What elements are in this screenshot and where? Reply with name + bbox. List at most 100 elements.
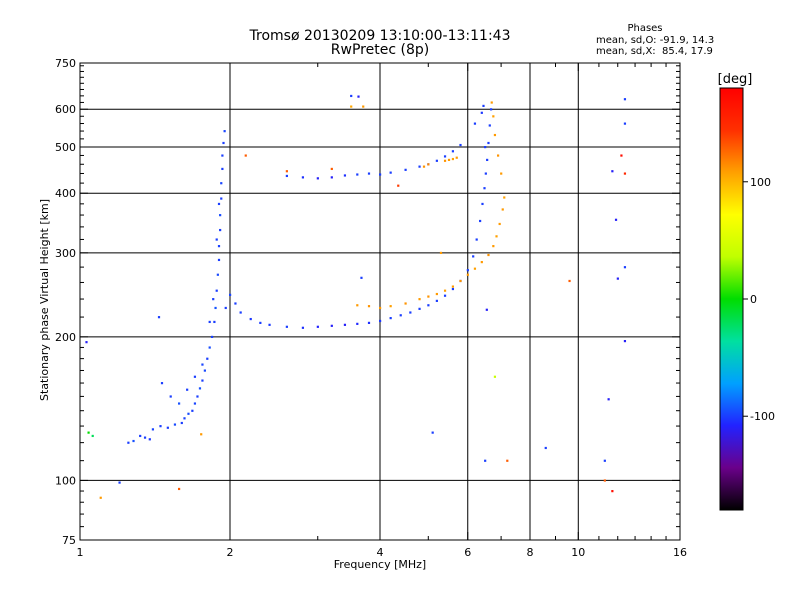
data-point [166, 426, 169, 429]
data-point [99, 496, 102, 499]
data-point [330, 176, 333, 179]
data-point [466, 269, 469, 272]
data-point [216, 273, 219, 276]
data-point [409, 311, 412, 314]
data-point [389, 317, 392, 320]
data-point [490, 101, 493, 104]
data-point [222, 141, 225, 145]
data-point [360, 276, 363, 279]
data-point [492, 115, 495, 118]
data-point [616, 277, 619, 280]
data-point [473, 267, 477, 270]
data-point [208, 320, 211, 324]
y-tick-label: 400 [55, 187, 76, 200]
data-point [459, 143, 462, 147]
data-point [484, 172, 487, 175]
data-point [389, 305, 392, 308]
data-point [177, 487, 181, 491]
data-point [435, 292, 438, 296]
x-axis-label: Frequency [MHz] [334, 558, 426, 571]
data-point [623, 98, 627, 101]
data-point [418, 298, 421, 301]
chart-title: Tromsø 20130209 13:10:00-13:11:43 [249, 28, 511, 44]
data-point [221, 167, 224, 171]
data-point [367, 321, 371, 324]
data-point [357, 95, 360, 98]
data-point [139, 434, 142, 438]
data-point [447, 158, 451, 162]
colorbar-label: [deg] [718, 72, 753, 87]
data-point [177, 402, 181, 405]
data-point [356, 173, 359, 176]
y-tick-labels: 75 100 200 300 400 500 600 750 [55, 57, 76, 547]
data-point [496, 154, 500, 157]
data-point [544, 446, 547, 450]
data-point [500, 172, 503, 175]
data-point [143, 436, 147, 439]
data-point [482, 104, 485, 108]
data-point [234, 302, 237, 305]
data-point [187, 412, 190, 415]
data-point [203, 369, 206, 372]
x-tick-label: 2 [227, 546, 234, 559]
x-tick-label: 8 [527, 546, 534, 559]
data-point [224, 306, 227, 310]
data-point [455, 156, 458, 159]
data-point [418, 165, 421, 168]
data-point [486, 158, 489, 162]
x-tick-label: 6 [464, 546, 471, 559]
data-point [169, 395, 172, 398]
data-point [201, 379, 204, 382]
chart-subtitle: RwPretec (8p) [331, 42, 429, 58]
data-point [611, 490, 614, 493]
data-point [285, 174, 288, 178]
data-point [379, 173, 382, 176]
data-point [217, 202, 221, 206]
data-point [427, 304, 430, 307]
data-point [443, 155, 447, 158]
data-point [431, 431, 434, 434]
data-point [404, 302, 407, 305]
data-point [435, 299, 438, 302]
y-tick-label: 300 [55, 247, 76, 260]
data-point [193, 402, 197, 405]
data-point [330, 324, 333, 327]
data-point [217, 258, 221, 262]
data-point [239, 311, 242, 314]
data-point [495, 235, 498, 238]
data-point [183, 417, 186, 420]
data-point [439, 251, 443, 255]
data-point [193, 375, 197, 378]
data-point [151, 428, 155, 431]
data-point [343, 174, 347, 177]
data-point [367, 172, 371, 175]
colorbar-tick-label: 0 [750, 293, 757, 306]
data-point [479, 219, 482, 223]
colorbar-tick-label: 100 [750, 176, 771, 189]
data-point [210, 335, 214, 339]
data-point [229, 293, 232, 296]
data-point [87, 431, 90, 434]
data-point [483, 187, 486, 190]
data-point [422, 165, 426, 168]
data-point [219, 228, 222, 232]
data-point [212, 298, 215, 301]
data-point [475, 238, 478, 241]
data-point [487, 253, 490, 257]
info-line1: mean, sd,O: -91.9, 14.3 [596, 35, 714, 46]
data-point [160, 382, 164, 385]
y-tick-label: 500 [55, 141, 76, 154]
data-point [343, 323, 347, 326]
data-point [219, 214, 222, 217]
data-point [451, 287, 455, 291]
data-point [443, 159, 447, 162]
data-point [198, 387, 202, 390]
data-point [201, 363, 204, 366]
data-point [473, 122, 477, 125]
data-point [220, 182, 223, 185]
data-point [301, 176, 305, 179]
y-tick-label: 75 [62, 534, 76, 547]
data-point [488, 124, 491, 127]
data-point [180, 421, 183, 425]
